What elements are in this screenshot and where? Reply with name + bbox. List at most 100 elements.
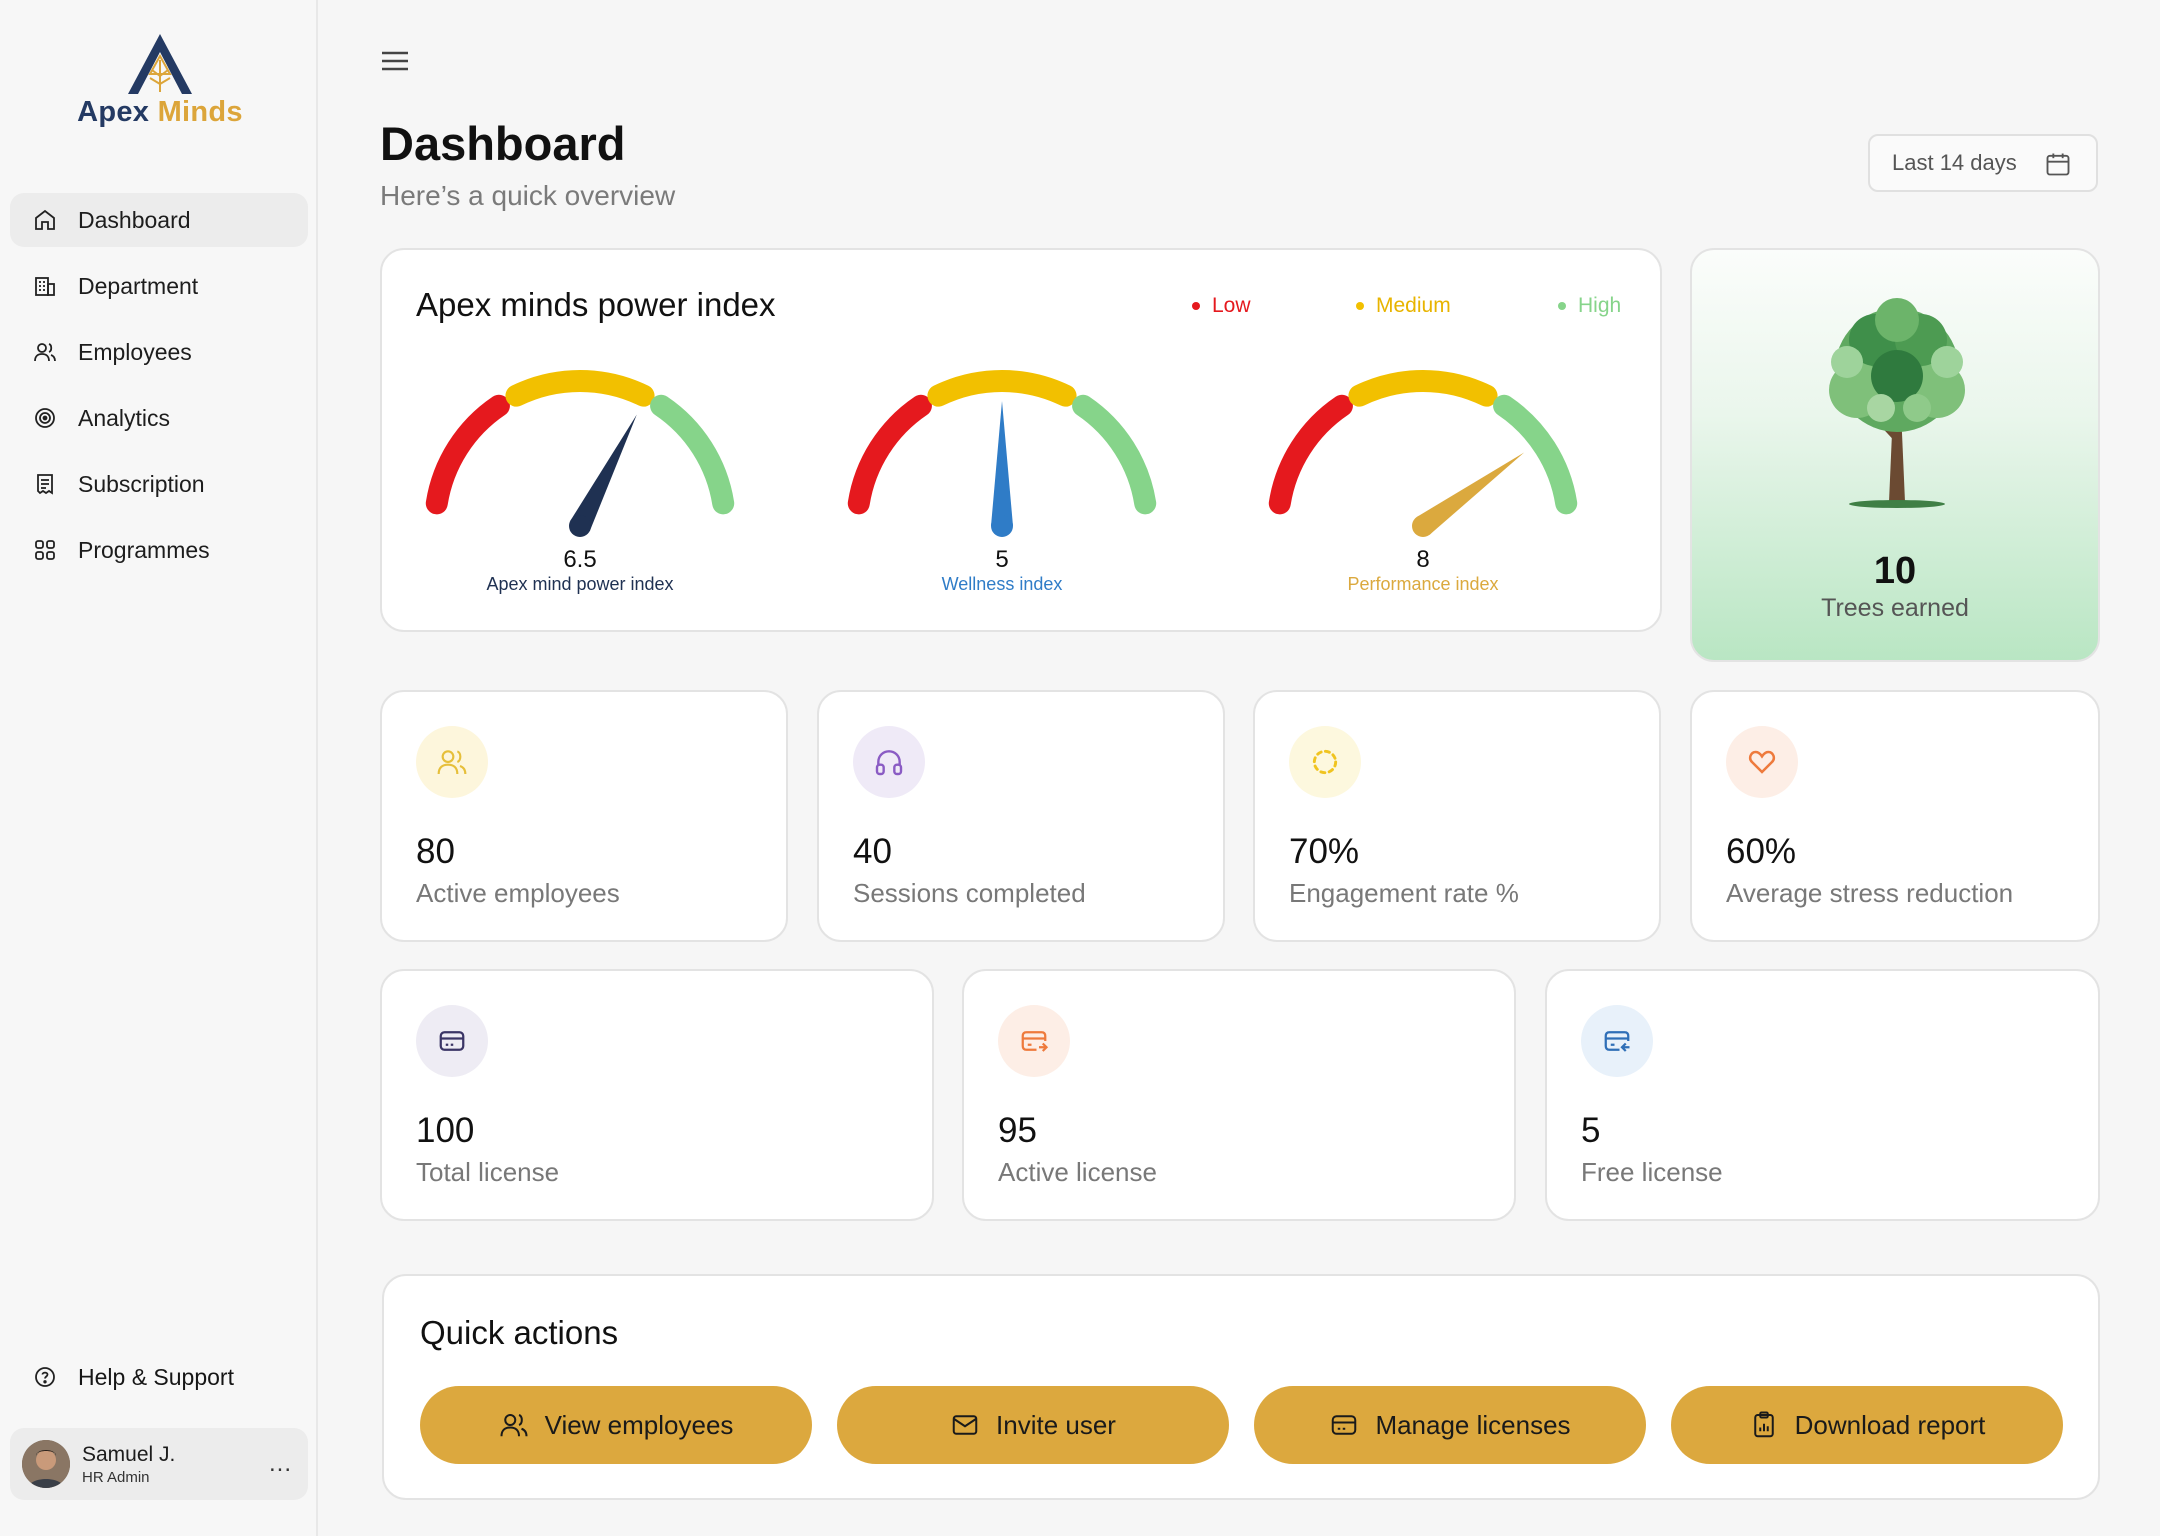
- gauge-needle: [991, 401, 1013, 526]
- gauge-apex-mind: 6.5 Apex mind power index: [400, 350, 760, 630]
- stat-value: 100: [416, 1111, 475, 1150]
- date-range-picker[interactable]: Last 14 days: [1868, 134, 2098, 192]
- gauge-value: 8: [1416, 546, 1430, 573]
- power-index-title: Apex minds power index: [416, 286, 776, 323]
- gauge-arc-low: [425, 394, 510, 515]
- gauge-arc-low: [1268, 394, 1353, 515]
- brand-name: Apex Minds: [77, 96, 243, 128]
- gauge-hub: [569, 515, 591, 537]
- legend-low: Low: [1192, 294, 1251, 318]
- gauge-value: 5: [995, 546, 1009, 573]
- sidebar-item-label: Dashboard: [78, 206, 191, 233]
- help-icon: [30, 1362, 60, 1392]
- manage-licenses-button[interactable]: Manage licenses: [1254, 1386, 1646, 1464]
- card-transfer-icon: [998, 1005, 1070, 1077]
- sidebar-item-employees[interactable]: Employees: [10, 325, 308, 379]
- stat-card-sessions: 40 Sessions completed: [817, 690, 1225, 942]
- stat-card-stress-reduction: 60% Average stress reduction: [1690, 690, 2100, 942]
- gauge-label: Wellness index: [941, 574, 1063, 594]
- stat-value: 60%: [1726, 832, 1797, 871]
- download-report-button[interactable]: Download report: [1671, 1386, 2063, 1464]
- sidebar-nav: Dashboard Department Employees Analytics…: [10, 193, 308, 589]
- stat-value: 70%: [1289, 832, 1360, 871]
- page-title: Dashboard: [380, 117, 626, 170]
- gauge-needle: [570, 414, 637, 531]
- view-employees-button[interactable]: View employees: [420, 1386, 812, 1464]
- stat-label: Active license: [998, 1157, 1157, 1187]
- stat-label: Sessions completed: [853, 878, 1086, 908]
- quick-actions-card: Quick actions View employees Invite user…: [382, 1274, 2100, 1500]
- heart-icon: [1726, 726, 1798, 798]
- stat-label: Active employees: [416, 878, 620, 908]
- sidebar-item-subscription[interactable]: Subscription: [10, 457, 308, 511]
- building-icon: [30, 271, 60, 301]
- license-card-active: 95 Active license: [962, 969, 1516, 1221]
- brand-logo[interactable]: Apex Minds: [70, 30, 250, 130]
- trees-earned-value: 10: [1873, 550, 1917, 592]
- sidebar-item-label: Analytics: [78, 404, 171, 431]
- stat-label: Average stress reduction: [1726, 878, 2014, 908]
- legend-dot: [1558, 302, 1566, 310]
- home-icon: [30, 205, 60, 235]
- stat-value: 40: [853, 832, 892, 871]
- user-profile[interactable]: Samuel J. HR Admin ...: [10, 1428, 308, 1500]
- power-index-card: Apex minds power index Low Medium High 6…: [380, 248, 1662, 632]
- stat-value: 5: [1581, 1111, 1601, 1150]
- menu-icon[interactable]: [380, 46, 410, 76]
- gauge-wellness: 5 Wellness index: [822, 350, 1182, 630]
- card-icon: [416, 1005, 488, 1077]
- sidebar-item-label: Department: [78, 272, 199, 299]
- sidebar-item-analytics[interactable]: Analytics: [10, 391, 308, 445]
- mail-icon: [950, 1410, 980, 1440]
- tree-icon: [1829, 298, 1965, 508]
- stat-card-active-employees: 80 Active employees: [380, 690, 788, 942]
- apex-minds-logo-icon: [128, 34, 192, 94]
- sidebar: Apex Minds Dashboard Department Employee…: [0, 0, 318, 1536]
- grid-icon: [30, 535, 60, 565]
- button-label: Manage licenses: [1375, 1409, 1571, 1440]
- button-label: Invite user: [996, 1409, 1116, 1440]
- trees-earned-card: 10 Trees earned: [1690, 248, 2100, 662]
- gauge-performance: 8 Performance index: [1243, 350, 1603, 630]
- license-card-free: 5 Free license: [1545, 969, 2100, 1221]
- gauge-value: 6.5: [563, 546, 597, 573]
- legend-dot: [1356, 302, 1364, 310]
- sidebar-item-label: Subscription: [78, 470, 205, 497]
- gauge-arc-medium: [505, 370, 655, 407]
- sidebar-item-label: Employees: [78, 338, 192, 365]
- legend-label: Low: [1212, 294, 1251, 317]
- sidebar-item-programmes[interactable]: Programmes: [10, 523, 308, 577]
- users-icon: [499, 1410, 529, 1440]
- more-options-icon[interactable]: ...: [268, 1450, 292, 1477]
- help-support-link[interactable]: Help & Support: [10, 1350, 308, 1404]
- gauge-arc-high: [1493, 394, 1578, 515]
- sidebar-item-label: Programmes: [78, 536, 210, 563]
- stat-label: Total license: [416, 1157, 560, 1187]
- gauge-arc-high: [650, 394, 735, 515]
- date-range-label: Last 14 days: [1892, 150, 2017, 175]
- legend-medium: Medium: [1356, 294, 1451, 318]
- gauge-arc-medium: [1348, 370, 1498, 407]
- gauge-dial-icon: [425, 370, 735, 537]
- loader-icon: [1289, 726, 1361, 798]
- stat-value: 95: [998, 1111, 1037, 1150]
- button-label: View employees: [544, 1409, 734, 1440]
- trees-earned-label: Trees earned: [1821, 594, 1969, 622]
- legend-dot: [1192, 302, 1200, 310]
- invite-user-button[interactable]: Invite user: [837, 1386, 1229, 1464]
- stat-label: Free license: [1581, 1157, 1723, 1187]
- user-name: Samuel J.: [82, 1442, 176, 1466]
- gauge-hub: [1412, 515, 1434, 537]
- receipt-icon: [30, 469, 60, 499]
- legend-label: Medium: [1376, 294, 1451, 317]
- gauge-arc-medium: [927, 370, 1077, 407]
- legend-label: High: [1578, 294, 1622, 317]
- sidebar-item-dashboard[interactable]: Dashboard: [10, 193, 308, 247]
- sidebar-item-department[interactable]: Department: [10, 259, 308, 313]
- stat-card-engagement: 70% Engagement rate %: [1253, 690, 1661, 942]
- card-return-icon: [1581, 1005, 1653, 1077]
- gauge-label: Performance index: [1347, 574, 1499, 594]
- clipboard-icon: [1749, 1410, 1779, 1440]
- users-icon: [30, 337, 60, 367]
- headphones-icon: [853, 726, 925, 798]
